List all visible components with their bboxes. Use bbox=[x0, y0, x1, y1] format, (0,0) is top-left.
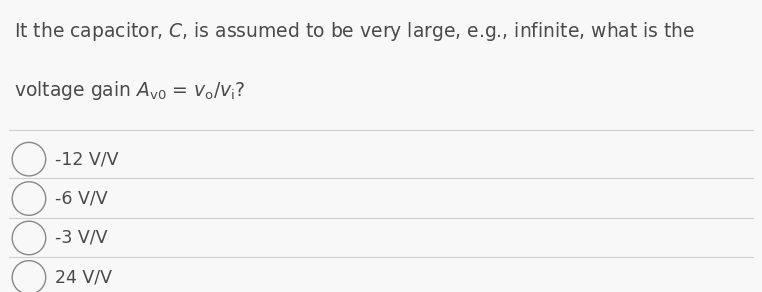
Text: 24 V/V: 24 V/V bbox=[55, 268, 112, 286]
Text: It the capacitor, $C$, is assumed to be very large, e.g., infinite, what is the: It the capacitor, $C$, is assumed to be … bbox=[14, 20, 695, 44]
Text: -3 V/V: -3 V/V bbox=[55, 229, 107, 247]
Text: -6 V/V: -6 V/V bbox=[55, 190, 107, 208]
Text: voltage gain $A_{\mathrm{v0}}$ = $v_{\mathrm{o}}$/$v_{\mathrm{i}}$?: voltage gain $A_{\mathrm{v0}}$ = $v_{\ma… bbox=[14, 79, 245, 102]
Text: -12 V/V: -12 V/V bbox=[55, 150, 118, 168]
